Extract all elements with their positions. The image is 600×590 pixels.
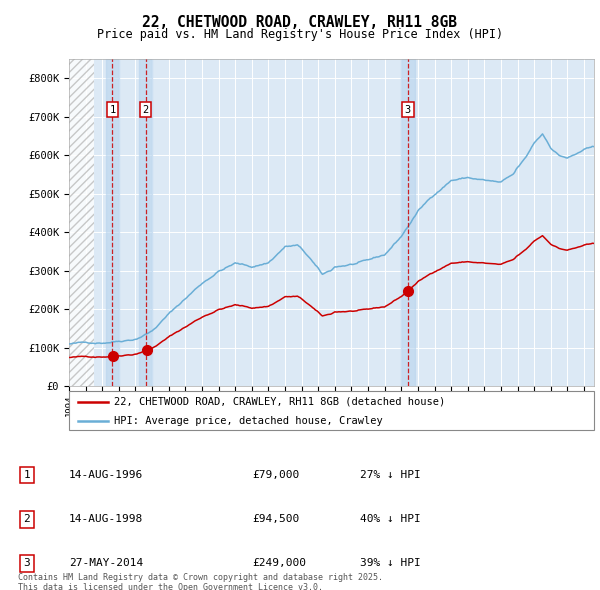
Text: 2: 2 <box>23 514 31 524</box>
Bar <box>106 59 119 386</box>
Text: 14-AUG-1996: 14-AUG-1996 <box>69 470 143 480</box>
Text: 27-MAY-2014: 27-MAY-2014 <box>69 559 143 568</box>
Text: HPI: Average price, detached house, Crawley: HPI: Average price, detached house, Craw… <box>113 416 382 426</box>
Text: 39% ↓ HPI: 39% ↓ HPI <box>360 559 421 568</box>
Text: 1: 1 <box>109 105 116 114</box>
FancyBboxPatch shape <box>69 391 594 430</box>
Text: 1: 1 <box>23 470 31 480</box>
Text: £94,500: £94,500 <box>252 514 299 524</box>
Text: 3: 3 <box>405 105 411 114</box>
Text: This data is licensed under the Open Government Licence v3.0.: This data is licensed under the Open Gov… <box>18 583 323 590</box>
Text: 27% ↓ HPI: 27% ↓ HPI <box>360 470 421 480</box>
Text: 22, CHETWOOD ROAD, CRAWLEY, RH11 8GB: 22, CHETWOOD ROAD, CRAWLEY, RH11 8GB <box>143 15 458 30</box>
Text: 3: 3 <box>23 559 31 568</box>
Text: £79,000: £79,000 <box>252 470 299 480</box>
Text: 2: 2 <box>143 105 149 114</box>
Bar <box>139 59 152 386</box>
Bar <box>401 59 415 386</box>
Text: £249,000: £249,000 <box>252 559 306 568</box>
Text: 40% ↓ HPI: 40% ↓ HPI <box>360 514 421 524</box>
Bar <box>69 59 94 386</box>
Text: 22, CHETWOOD ROAD, CRAWLEY, RH11 8GB (detached house): 22, CHETWOOD ROAD, CRAWLEY, RH11 8GB (de… <box>113 397 445 407</box>
Text: Price paid vs. HM Land Registry's House Price Index (HPI): Price paid vs. HM Land Registry's House … <box>97 28 503 41</box>
Text: 14-AUG-1998: 14-AUG-1998 <box>69 514 143 524</box>
Text: Contains HM Land Registry data © Crown copyright and database right 2025.: Contains HM Land Registry data © Crown c… <box>18 573 383 582</box>
